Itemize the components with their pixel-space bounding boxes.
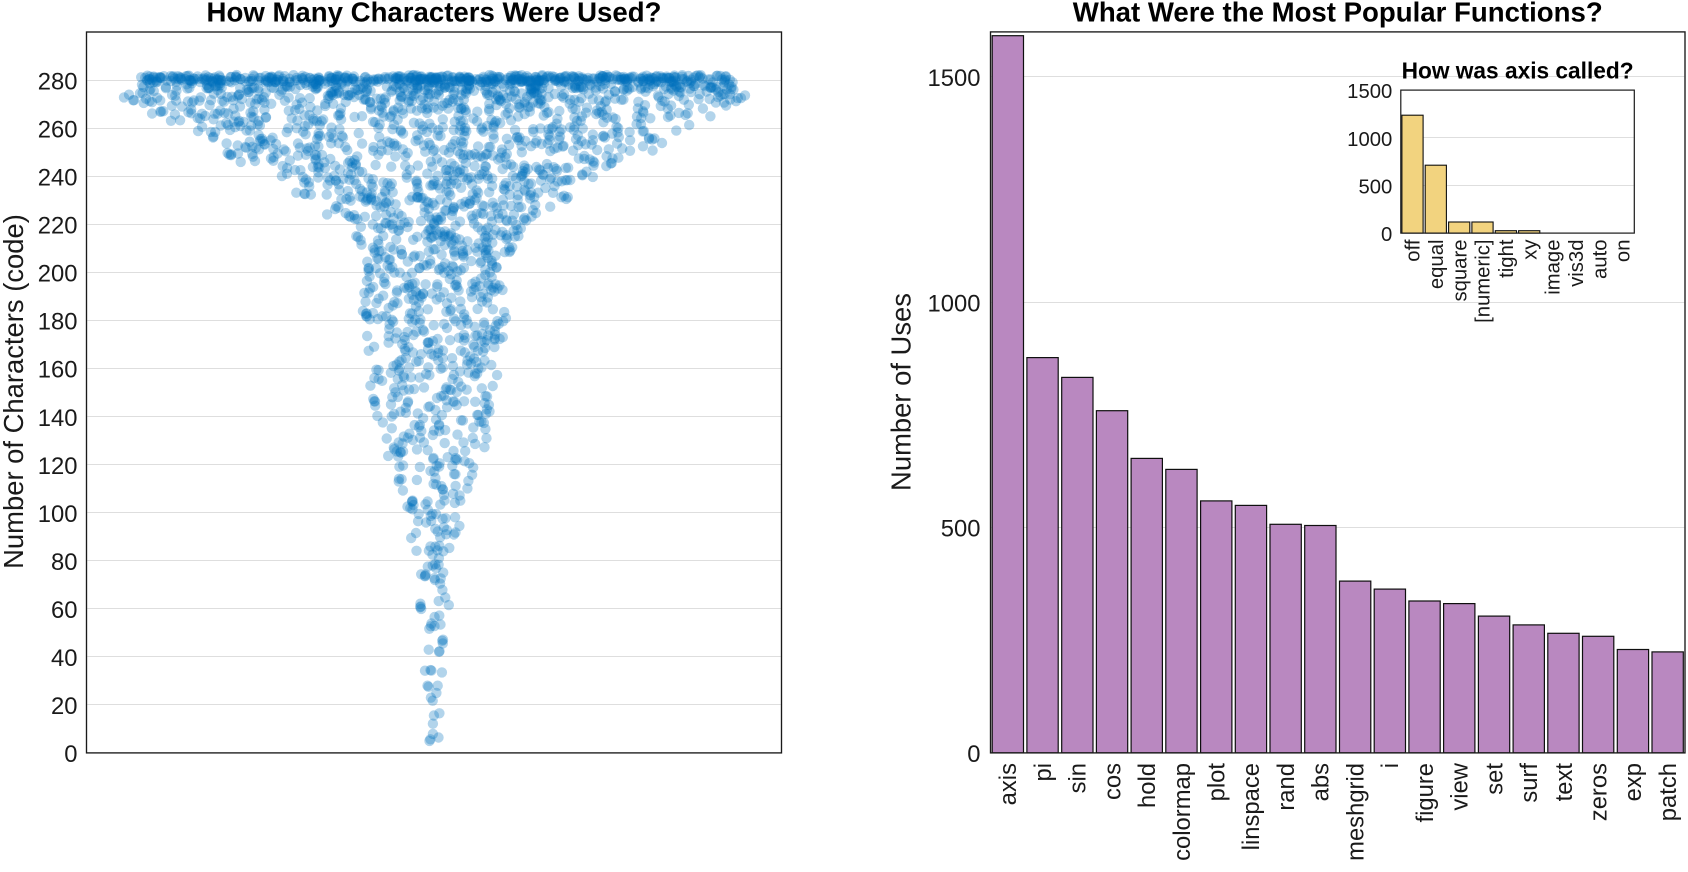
- svg-text:tight: tight: [1496, 239, 1518, 278]
- svg-text:1000: 1000: [928, 290, 981, 317]
- svg-text:How Many Characters Were Used?: How Many Characters Were Used?: [207, 0, 662, 27]
- svg-text:axis: axis: [995, 763, 1022, 805]
- svg-text:set: set: [1481, 763, 1508, 795]
- svg-text:hold: hold: [1134, 763, 1161, 808]
- svg-text:140: 140: [38, 405, 78, 432]
- svg-text:0: 0: [1381, 224, 1392, 246]
- svg-text:off: off: [1403, 239, 1425, 262]
- svg-text:colormap: colormap: [1169, 763, 1196, 861]
- svg-text:100: 100: [38, 501, 78, 528]
- svg-text:1000: 1000: [1347, 129, 1392, 151]
- svg-text:view: view: [1447, 762, 1474, 810]
- svg-text:square: square: [1449, 240, 1471, 302]
- svg-text:image: image: [1543, 240, 1565, 295]
- svg-text:i: i: [1377, 763, 1404, 768]
- svg-text:160: 160: [38, 357, 78, 384]
- svg-text:cos: cos: [1099, 763, 1126, 800]
- svg-text:abs: abs: [1308, 763, 1335, 801]
- svg-text:120: 120: [38, 453, 78, 480]
- svg-text:220: 220: [38, 213, 78, 240]
- svg-text:meshgrid: meshgrid: [1342, 763, 1369, 861]
- svg-text:rand: rand: [1273, 763, 1300, 811]
- svg-text:260: 260: [38, 116, 78, 143]
- svg-text:zeros: zeros: [1586, 763, 1613, 821]
- svg-text:surf: surf: [1516, 763, 1543, 803]
- svg-text:figure: figure: [1412, 763, 1439, 823]
- svg-text:sin: sin: [1065, 763, 1092, 793]
- svg-text:1500: 1500: [1347, 81, 1392, 103]
- svg-text:20: 20: [51, 693, 77, 720]
- svg-text:exp: exp: [1620, 763, 1647, 801]
- svg-text:500: 500: [941, 516, 981, 543]
- svg-text:pi: pi: [1030, 763, 1057, 782]
- svg-text:[numeric]: [numeric]: [1473, 240, 1495, 323]
- svg-text:How was axis called?: How was axis called?: [1402, 58, 1634, 84]
- svg-text:auto: auto: [1589, 240, 1611, 279]
- svg-text:What Were the Most Popular Fun: What Were the Most Popular Functions?: [1073, 0, 1603, 27]
- svg-text:Number of Characters (code): Number of Characters (code): [0, 214, 29, 569]
- svg-text:1500: 1500: [928, 65, 981, 92]
- svg-text:vis3d: vis3d: [1566, 240, 1588, 287]
- svg-text:40: 40: [51, 645, 77, 672]
- svg-text:180: 180: [38, 309, 78, 336]
- svg-text:500: 500: [1358, 176, 1392, 198]
- svg-text:equal: equal: [1426, 240, 1448, 290]
- svg-text:80: 80: [51, 549, 77, 576]
- svg-text:200: 200: [38, 261, 78, 288]
- svg-text:280: 280: [38, 68, 78, 95]
- svg-text:patch: patch: [1655, 763, 1682, 821]
- svg-text:0: 0: [64, 741, 77, 768]
- svg-text:on: on: [1613, 240, 1635, 263]
- svg-text:240: 240: [38, 165, 78, 192]
- svg-text:0: 0: [967, 741, 980, 768]
- svg-text:xy: xy: [1519, 239, 1541, 260]
- svg-text:linspace: linspace: [1238, 763, 1265, 850]
- svg-text:60: 60: [51, 597, 77, 624]
- svg-text:text: text: [1551, 763, 1578, 802]
- svg-text:plot: plot: [1204, 763, 1231, 802]
- svg-text:Number of Uses: Number of Uses: [886, 293, 917, 491]
